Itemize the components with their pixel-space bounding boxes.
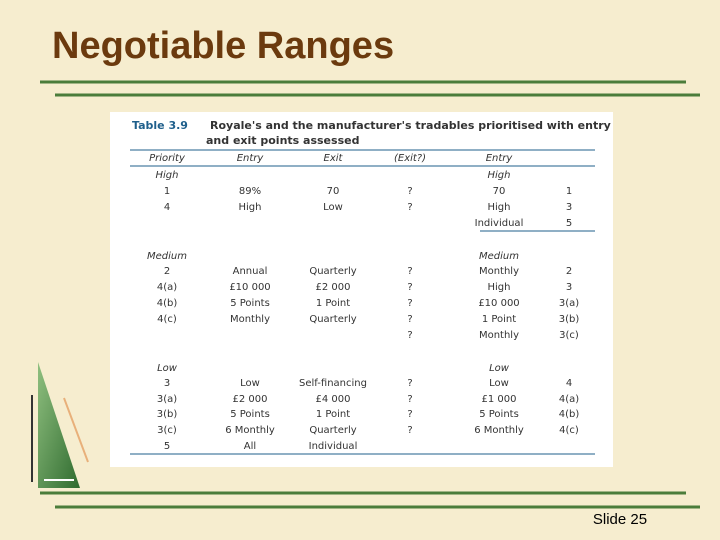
table-cell: £10 000	[478, 298, 519, 309]
column-header: Entry	[237, 153, 265, 164]
table-panel	[110, 112, 613, 467]
table-cell: 4	[566, 378, 572, 389]
table-cell: 1 Point	[482, 314, 516, 325]
table-cell: 89%	[239, 186, 261, 197]
table-cell: Individual	[309, 441, 358, 452]
table-cell: 70	[327, 186, 340, 197]
slide-title: Negotiable Ranges	[52, 25, 394, 67]
table-cell: High	[488, 282, 511, 293]
table-cell: High	[488, 202, 511, 213]
table-cell: 3(b)	[157, 409, 178, 420]
table-cell: Medium	[479, 251, 519, 262]
table-cell: 6 Monthly	[474, 425, 524, 436]
column-header: (Exit?)	[394, 153, 426, 164]
table-cell: £2 000	[316, 282, 351, 293]
table-cell: All	[244, 441, 256, 452]
table-cell: 3(a)	[559, 298, 579, 309]
table-cell: High	[156, 170, 179, 181]
table-cell: Individual	[475, 218, 524, 229]
table-cell: 1 Point	[316, 298, 350, 309]
table-cell: 1	[164, 186, 170, 197]
table-cell: Low	[157, 363, 178, 374]
table-cell: Self-financing	[299, 378, 367, 389]
table-cell: 3	[566, 282, 572, 293]
slide-number: Slide 25	[593, 511, 647, 528]
table-cell: Low	[323, 202, 343, 213]
table-cell: 1 Point	[316, 409, 350, 420]
table-cell: Low	[489, 363, 510, 374]
table-cell: Quarterly	[309, 425, 356, 436]
table-cell: 2	[566, 266, 572, 277]
table-cell: Quarterly	[309, 314, 356, 325]
table-cell: 4(c)	[157, 314, 177, 325]
table-cell: 5	[566, 218, 572, 229]
table-cell: Annual	[233, 266, 268, 277]
decoration	[63, 397, 89, 463]
table-cell: 5 Points	[230, 298, 270, 309]
table-cell: £4 000	[316, 394, 351, 405]
table-cell: 70	[493, 186, 506, 197]
table-cell: 3(a)	[157, 394, 177, 405]
table-cell: 5 Points	[230, 409, 270, 420]
table-cell: ?	[407, 409, 412, 420]
column-header: Priority	[149, 153, 186, 164]
table-cell: ?	[407, 425, 412, 436]
table-cell: ?	[407, 298, 412, 309]
table-label: Table 3.9	[132, 119, 188, 132]
table-cell: Low	[489, 378, 509, 389]
table-cell: 4(b)	[157, 298, 178, 309]
table-cell: 3(c)	[559, 330, 579, 341]
table-cell: 5 Points	[479, 409, 519, 420]
table-cell: 3(b)	[559, 314, 580, 325]
table-cell: £1 000	[482, 394, 517, 405]
table-cell: ?	[407, 266, 412, 277]
table-cell: £10 000	[229, 282, 270, 293]
table-cell: 3(c)	[157, 425, 177, 436]
table-cell: Medium	[147, 251, 187, 262]
table-cell: Quarterly	[309, 266, 356, 277]
table-cell: Low	[240, 378, 260, 389]
table-cell: 4(b)	[559, 409, 580, 420]
table-cell: £2 000	[233, 394, 268, 405]
table-cell: Monthly	[479, 266, 519, 277]
table-cell: ?	[407, 330, 412, 341]
table-cell: Monthly	[230, 314, 270, 325]
table-cell: 3	[164, 378, 170, 389]
table-cell: High	[239, 202, 262, 213]
table-cell: 4(a)	[559, 394, 579, 405]
table-cell: 4	[164, 202, 170, 213]
table-cell: 3	[566, 202, 572, 213]
table-cell: Monthly	[479, 330, 519, 341]
table-cell: ?	[407, 282, 412, 293]
table-cell: 1	[566, 186, 572, 197]
table-cell: ?	[407, 202, 412, 213]
table-cell: ?	[407, 378, 412, 389]
table-cell: 4(c)	[559, 425, 579, 436]
table-cell: ?	[407, 394, 412, 405]
table-cell: ?	[407, 186, 412, 197]
table-cell: High	[488, 170, 511, 181]
table-cell: 5	[164, 441, 170, 452]
table-cell: 4(a)	[157, 282, 177, 293]
table-cell: 2	[164, 266, 170, 277]
column-header: Entry	[486, 153, 514, 164]
table-caption: Royale's and the manufacturer's tradable…	[206, 119, 611, 147]
column-header: Exit	[324, 153, 344, 164]
table-cell: 6 Monthly	[225, 425, 275, 436]
table-cell: ?	[407, 314, 412, 325]
decoration	[38, 362, 80, 488]
